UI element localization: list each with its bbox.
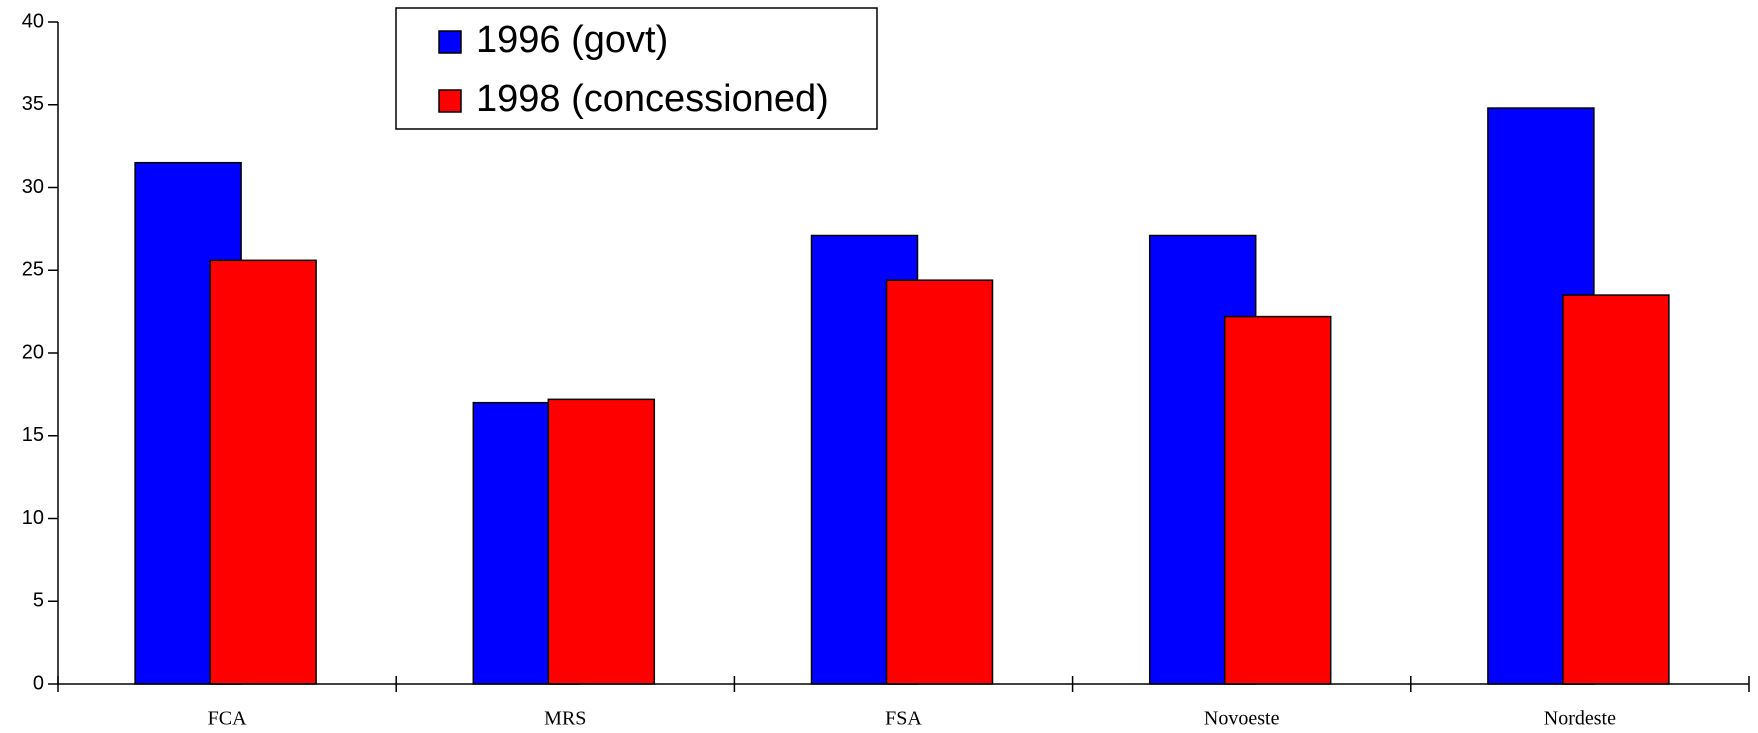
legend-label: 1996 (govt) <box>476 19 668 61</box>
legend-box <box>395 7 878 130</box>
y-tick-label: 20 <box>22 341 44 363</box>
legend-swatch <box>438 89 462 113</box>
legend-label: 1998 (concessioned) <box>476 78 829 120</box>
x-tick-label: MRS <box>544 708 586 730</box>
bar <box>1562 294 1670 685</box>
bar <box>1223 315 1332 685</box>
y-tick-label: 30 <box>22 176 44 198</box>
x-tick-label: FCA <box>208 708 247 730</box>
bars <box>134 107 1670 685</box>
x-tick-label: Nordeste <box>1544 708 1616 730</box>
x-tick-label: Novoeste <box>1204 708 1280 730</box>
bar <box>547 398 656 685</box>
y-tick-label: 25 <box>22 259 44 281</box>
y-tick-label: 10 <box>22 507 44 529</box>
legend: 1996 (govt) 1998 (concessioned) <box>395 7 878 130</box>
legend-swatch <box>438 30 462 54</box>
x-tick-label: FSA <box>885 708 922 730</box>
y-tick-label: 15 <box>22 424 44 446</box>
bar <box>885 279 994 685</box>
y-tick-label: 5 <box>33 590 44 612</box>
bar <box>209 259 317 685</box>
y-tick-label: 0 <box>33 672 44 694</box>
y-tick-label: 40 <box>22 10 44 32</box>
y-tick-label: 35 <box>22 93 44 115</box>
